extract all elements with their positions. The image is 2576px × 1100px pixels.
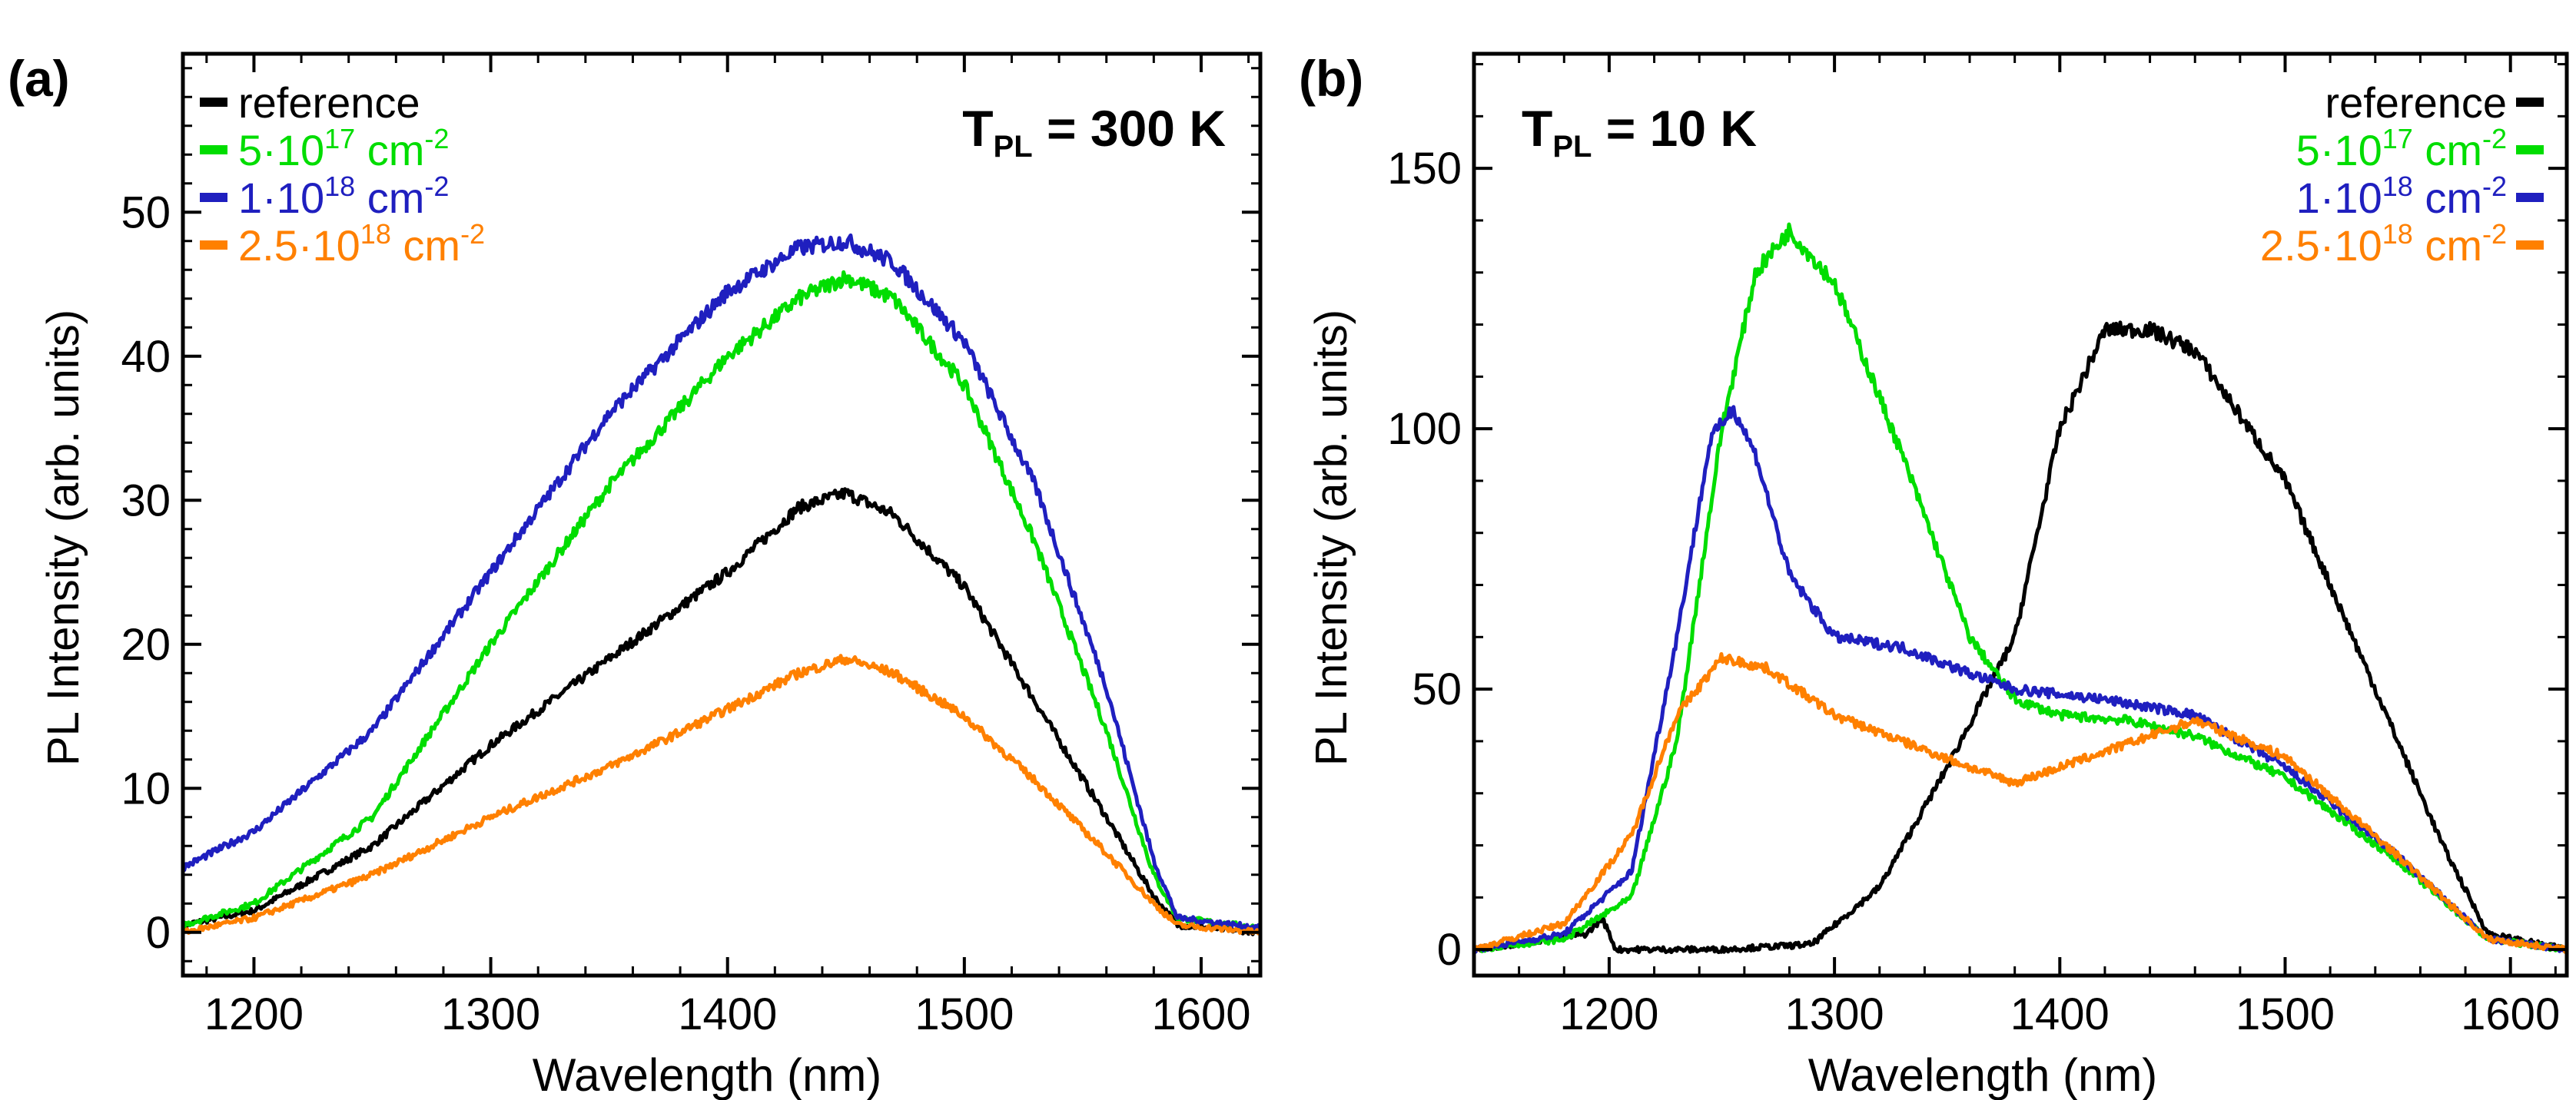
- panel-a-x-tick-label: 1600: [1151, 989, 1250, 1039]
- panel-a-y-tick-label: 50: [121, 187, 171, 237]
- panel-a-series-2-line: [181, 233, 1262, 932]
- panel-b-legend-label-2: 1·1018 cm-2: [2296, 171, 2507, 222]
- panel-b-legend-label-0: reference: [2325, 78, 2507, 127]
- panel-b-x-axis-label: Wavelength (nm): [1808, 1049, 2158, 1100]
- panel-a-legend-label-2: 1·1018 cm-2: [238, 171, 449, 222]
- panel-b-y-tick-label: 150: [1387, 144, 1462, 194]
- panel-b-series-3-line: [1472, 652, 2568, 955]
- panel-a-series-1-line: [181, 270, 1262, 933]
- panel-b-x-tick-label: 1300: [1785, 989, 1884, 1039]
- panel-b-legend-entry-1: 5·1017 cm-2: [2296, 123, 2544, 174]
- panel-a-y-tick-label: 0: [146, 908, 171, 958]
- panel-b-plot-area: 1200 1300 1400 1500 1600 0 50 100 150: [1387, 51, 2569, 1039]
- panel-a-legend-entry-0: reference: [200, 78, 420, 127]
- panel-a: (a) 1200 1300 1400 1500 1600 0 10 20 30 40 50 Wave…: [8, 50, 1263, 1100]
- panel-a-legend-entry-1: 5·1017 cm-2: [200, 123, 449, 174]
- panel-a-legend-label-3: 2.5·1018 cm-2: [238, 218, 485, 270]
- panel-b-series-2-line: [1473, 405, 2568, 955]
- panel-b-x-tick-label: 1400: [2010, 989, 2110, 1039]
- panel-a-series-3-line: [182, 654, 1262, 936]
- panel-b-legend-label-3: 2.5·1018 cm-2: [2260, 218, 2507, 270]
- panel-b-temperature-annotation: TPL = 10 K: [1522, 100, 1757, 164]
- panel-b-legend-entry-2: 1·1018 cm-2: [2296, 171, 2544, 222]
- panel-a-temperature-annotation: TPL = 300 K: [962, 100, 1226, 164]
- panel-a-legend-entry-2: 1·1018 cm-2: [200, 171, 449, 222]
- panel-b-legend-entry-3: 2.5·1018 cm-2: [2260, 218, 2544, 270]
- panel-a-x-axis-label: Wavelength (nm): [533, 1049, 882, 1100]
- panel-a-y-tick-label: 20: [121, 620, 171, 670]
- panel-b: (b) 1200 1300 1400 1500 1600 0 50 100 150 Wavele…: [1299, 50, 2569, 1100]
- panel-a-legend-label-0: reference: [238, 78, 420, 127]
- panel-a-x-tick-label: 1500: [915, 989, 1014, 1039]
- panel-b-x-tick-label: 1600: [2461, 989, 2560, 1039]
- panel-a-y-tick-label: 10: [121, 764, 171, 813]
- panel-b-y-tick-label: 100: [1387, 404, 1462, 454]
- panel-b-frame: [1472, 51, 2569, 978]
- panel-a-legend-entry-3: 2.5·1018 cm-2: [200, 218, 485, 270]
- panel-b-y-tick-label: 0: [1437, 925, 1462, 975]
- panel-b-x-tick-label: 1200: [1559, 989, 1658, 1039]
- panel-a-x-tick-label: 1300: [441, 989, 540, 1039]
- panel-b-x-tick-label: 1500: [2236, 989, 2335, 1039]
- panel-b-y-tick-label: 50: [1412, 664, 1462, 714]
- panel-a-y-tick-label: 30: [121, 475, 171, 525]
- panel-a-plot-area: 1200 1300 1400 1500 1600 0 10 20 30 40 50: [121, 51, 1263, 1039]
- panel-a-y-tick-label: 40: [121, 332, 171, 382]
- panel-a-frame: [181, 51, 1263, 978]
- panel-b-legend-entry-0: reference: [2325, 78, 2544, 127]
- panel-a-label: (a): [8, 50, 70, 107]
- panel-b-legend-label-1: 5·1017 cm-2: [2296, 123, 2507, 174]
- panel-a-x-tick-label: 1200: [204, 989, 304, 1039]
- panel-b-label: (b): [1299, 50, 1363, 107]
- panel-a-y-axis-label: PL Intensity (arb. units): [38, 310, 88, 766]
- panel-a-legend-label-1: 5·1017 cm-2: [238, 123, 449, 174]
- panel-a-series-0-line: [181, 487, 1260, 936]
- panel-a-x-tick-label: 1400: [678, 989, 777, 1039]
- panel-b-series-0-line: [1473, 320, 2568, 955]
- panel-b-y-axis-label: PL Intensity (arb. units): [1306, 310, 1356, 766]
